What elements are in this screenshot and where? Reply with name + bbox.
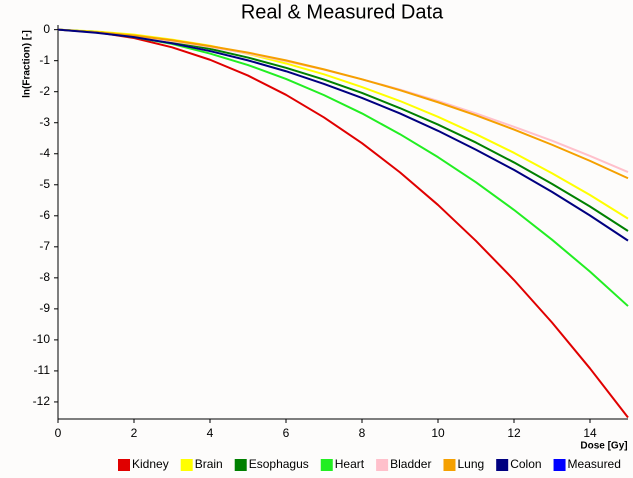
legend-label: Brain — [195, 457, 223, 471]
series-line — [57, 28, 629, 220]
y-tick-label: -11 — [34, 363, 51, 377]
series-line — [57, 28, 629, 242]
y-tick-label: -2 — [39, 84, 50, 98]
legend-label: Heart — [335, 457, 365, 471]
x-tick-label: 10 — [431, 426, 445, 440]
series-line — [57, 28, 629, 173]
x-tick-label: 6 — [283, 426, 290, 440]
x-axis-title: Dose [Gy] — [580, 441, 627, 452]
legend-label: Lung — [457, 457, 484, 471]
series-line — [57, 28, 629, 180]
legend-label: Kidney — [132, 457, 169, 471]
series-line — [57, 28, 629, 419]
legend-swatch — [553, 459, 566, 471]
x-tick-label: 12 — [507, 426, 521, 440]
y-tick-label: -12 — [33, 394, 51, 408]
y-tick-label: -4 — [39, 146, 50, 160]
x-tick-label: 2 — [131, 426, 138, 440]
legend-swatch — [376, 459, 389, 471]
legend-label: Bladder — [390, 457, 431, 471]
y-tick-label: -9 — [39, 301, 50, 315]
legend-swatch — [180, 459, 193, 471]
y-tick-label: -6 — [39, 208, 50, 222]
y-tick-label: -5 — [39, 177, 50, 191]
y-tick-label: -7 — [39, 239, 50, 253]
x-tick-label: 14 — [583, 426, 597, 440]
y-axis-title: ln(Fraction) [-] — [22, 30, 33, 98]
legend-label: Colon — [510, 457, 541, 471]
legend-label: Esophagus — [249, 457, 309, 471]
legend-swatch — [234, 459, 247, 471]
legend-swatch — [496, 459, 509, 471]
chart-title: Real & Measured Data — [241, 1, 444, 23]
y-tick-label: -10 — [33, 332, 51, 346]
x-tick-label: 0 — [55, 426, 62, 440]
legend-label: Measured — [568, 457, 621, 471]
legend-swatch — [118, 459, 130, 471]
legend-swatch — [443, 459, 456, 471]
x-tick-label: 8 — [359, 426, 366, 440]
y-tick-label: 0 — [43, 22, 50, 36]
legend-swatch — [320, 459, 333, 471]
y-tick-label: -8 — [39, 270, 50, 284]
x-tick-label: 4 — [207, 426, 214, 440]
y-tick-label: -3 — [39, 115, 50, 129]
y-tick-label: -1 — [39, 53, 50, 67]
